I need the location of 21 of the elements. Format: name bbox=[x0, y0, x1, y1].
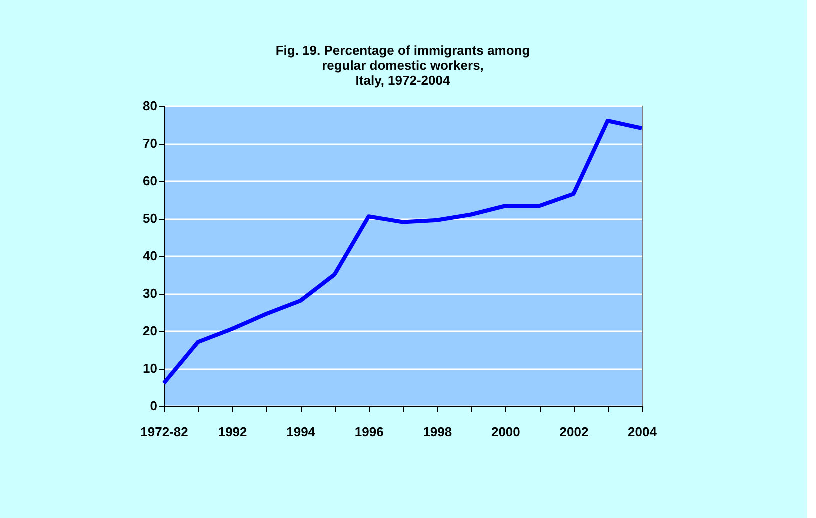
x-tick-label: 1996 bbox=[354, 424, 384, 440]
y-tick-label: 40 bbox=[143, 248, 158, 264]
y-tick-label: 0 bbox=[150, 398, 158, 414]
x-tick-label: 1998 bbox=[423, 424, 452, 440]
y-tick-label: 10 bbox=[143, 361, 158, 376]
y-tick-label: 70 bbox=[143, 136, 158, 151]
y-tick-label: 20 bbox=[143, 324, 158, 338]
x-tick-label: 1994 bbox=[286, 424, 316, 440]
x-tick-label: 2002 bbox=[560, 424, 589, 440]
x-tick-label: 1972-82 bbox=[140, 424, 188, 440]
text: Italy, 1972-2004 bbox=[356, 73, 450, 88]
text: Fig. 19. Percentage of immigrants among bbox=[276, 43, 530, 58]
x-tick-label: 2004 bbox=[628, 424, 658, 440]
y-tick-label: 80 bbox=[143, 98, 158, 114]
y-tick-label: 50 bbox=[143, 211, 158, 226]
line-series bbox=[162, 119, 644, 386]
text: regular domestic workers, bbox=[322, 58, 484, 73]
y-tick-label: 30 bbox=[143, 286, 158, 301]
y-tick-label: 60 bbox=[143, 174, 158, 188]
x-tick-label: 1992 bbox=[218, 424, 248, 440]
x-tick-label: 2000 bbox=[491, 424, 520, 440]
